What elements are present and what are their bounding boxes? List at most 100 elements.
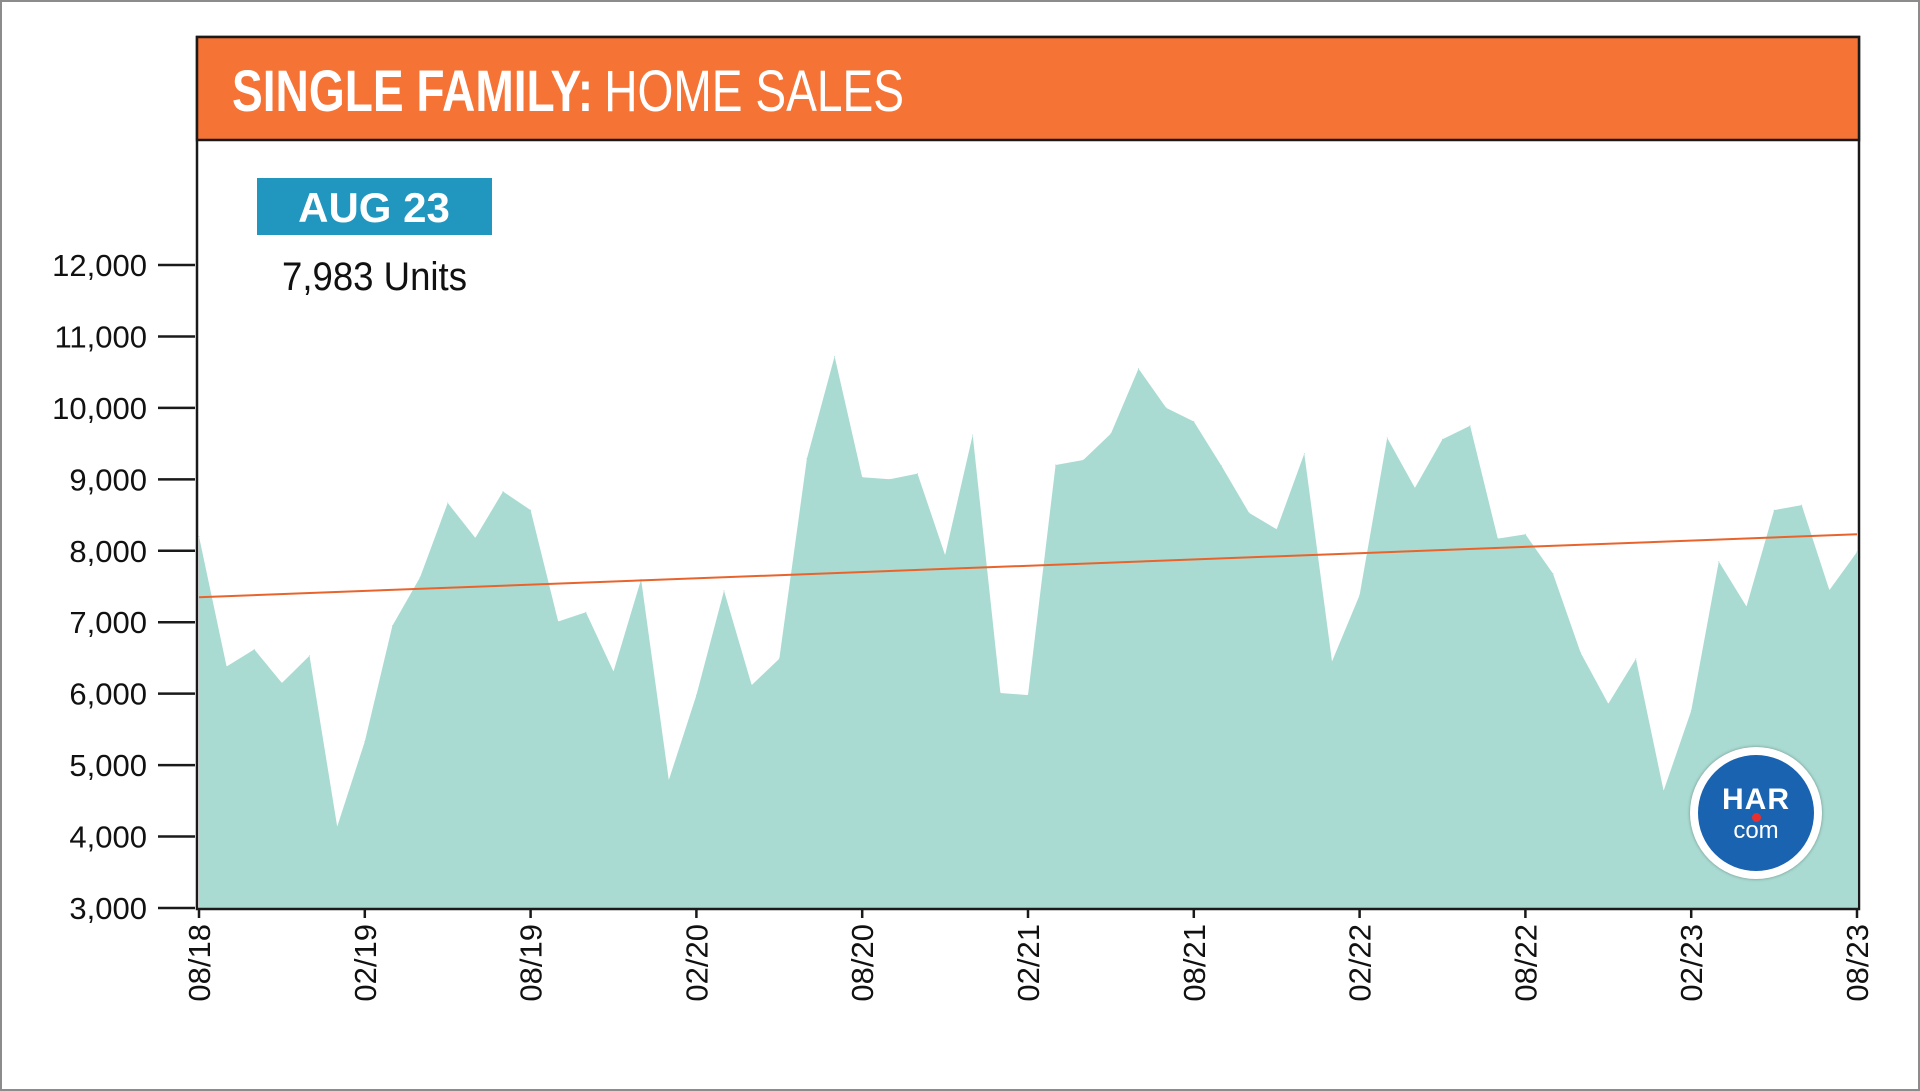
data-point bbox=[1027, 694, 1029, 696]
data-point bbox=[723, 590, 725, 592]
y-tick-label: 5,000 bbox=[69, 748, 147, 783]
data-point bbox=[1220, 465, 1222, 467]
y-tick-label: 4,000 bbox=[69, 820, 147, 855]
data-point bbox=[1663, 790, 1665, 792]
data-point bbox=[751, 684, 753, 686]
data-point bbox=[1165, 407, 1167, 409]
data-point bbox=[1359, 594, 1361, 596]
data-point bbox=[917, 473, 918, 475]
data-point bbox=[530, 509, 532, 511]
data-point bbox=[1801, 504, 1803, 506]
data-point bbox=[281, 682, 283, 684]
data-point bbox=[1607, 703, 1609, 705]
data-point bbox=[1718, 561, 1720, 562]
data-point bbox=[585, 611, 587, 613]
data-point bbox=[502, 491, 504, 492]
chart-title-light: HOME SALES bbox=[604, 59, 904, 124]
x-axis: 08/18 02/19 08/19 02/20 08/20 02/21 08/21 02/22… bbox=[182, 908, 1875, 1002]
x-tick-label: 02/22 bbox=[1343, 924, 1378, 1002]
har-logo-circle: HAR com bbox=[1698, 755, 1814, 871]
data-point bbox=[1524, 533, 1526, 535]
data-point bbox=[834, 355, 836, 357]
y-tick-label: 11,000 bbox=[54, 319, 147, 354]
data-point bbox=[972, 434, 974, 436]
data-point bbox=[419, 576, 421, 578]
data-point bbox=[198, 536, 200, 537]
x-tick-label: 08/19 bbox=[514, 924, 549, 1002]
callout-badge: AUG 23 bbox=[298, 184, 450, 231]
data-point bbox=[447, 502, 449, 504]
data-point bbox=[1276, 528, 1278, 530]
y-tick-label: 10,000 bbox=[52, 391, 147, 426]
data-point bbox=[1773, 509, 1775, 511]
y-tick-label: 12,000 bbox=[52, 248, 147, 283]
data-point bbox=[778, 658, 780, 660]
data-point bbox=[1055, 464, 1057, 466]
data-point bbox=[1331, 661, 1333, 662]
x-tick-label: 02/23 bbox=[1674, 924, 1709, 1002]
data-point bbox=[1193, 421, 1195, 422]
x-tick-label: 08/23 bbox=[1840, 924, 1875, 1002]
data-point bbox=[1856, 551, 1858, 553]
x-tick-label: 08/22 bbox=[1508, 924, 1543, 1002]
data-point bbox=[806, 458, 808, 460]
data-point bbox=[391, 625, 393, 627]
data-point bbox=[944, 554, 946, 556]
data-point bbox=[1635, 658, 1637, 660]
x-tick-label: 02/20 bbox=[679, 924, 714, 1002]
header-bar bbox=[195, 35, 1861, 142]
data-point bbox=[336, 826, 338, 828]
har-logo: HAR com bbox=[1690, 747, 1822, 879]
data-point bbox=[1828, 589, 1830, 591]
data-point bbox=[1580, 652, 1582, 654]
data-point bbox=[1110, 433, 1112, 435]
data-point bbox=[364, 741, 366, 742]
har-logo-dot-icon bbox=[1752, 813, 1761, 822]
sales-area bbox=[199, 356, 1857, 908]
area-layer bbox=[198, 355, 1858, 908]
trend-line bbox=[198, 533, 1858, 599]
data-point bbox=[861, 476, 863, 478]
data-point bbox=[1746, 606, 1747, 607]
data-point bbox=[557, 621, 559, 622]
data-point bbox=[1386, 437, 1388, 439]
x-tick-label: 02/19 bbox=[348, 924, 383, 1002]
data-point bbox=[1690, 710, 1692, 712]
data-point bbox=[226, 666, 228, 667]
x-tick-label: 02/21 bbox=[1011, 924, 1046, 1002]
y-tick-label: 6,000 bbox=[69, 677, 147, 712]
data-point bbox=[668, 779, 670, 781]
data-point bbox=[253, 648, 255, 650]
trend-layer bbox=[198, 533, 1858, 599]
data-point bbox=[999, 692, 1001, 694]
data-point bbox=[889, 478, 891, 480]
y-tick-label: 3,000 bbox=[69, 891, 147, 926]
data-point bbox=[613, 671, 614, 672]
y-tick-label: 9,000 bbox=[69, 462, 147, 497]
data-point bbox=[1082, 459, 1084, 461]
x-tick-label: 08/20 bbox=[845, 924, 880, 1002]
data-point bbox=[1552, 573, 1554, 575]
data-point bbox=[1442, 438, 1443, 440]
callout-value: 7,983 Units bbox=[282, 255, 467, 299]
data-point bbox=[695, 694, 697, 696]
har-logo-bottom: com bbox=[1733, 817, 1779, 844]
chart-title-bold: SINGLE FAMILY: bbox=[232, 59, 593, 124]
data-point bbox=[1138, 368, 1139, 370]
y-tick-label: 8,000 bbox=[69, 534, 147, 569]
chart-title: SINGLE FAMILY:HOME SALES bbox=[232, 59, 904, 124]
data-point bbox=[474, 537, 476, 539]
har-logo-top: HAR bbox=[1722, 783, 1790, 816]
data-point bbox=[1303, 453, 1305, 455]
data-point bbox=[309, 655, 310, 657]
data-point bbox=[1469, 425, 1471, 427]
data-point bbox=[1248, 512, 1250, 514]
callout-badge-bg bbox=[257, 178, 492, 235]
y-axis: 12,000 11,000 10,000 9,000 8,000 7,000 6,000 5,… bbox=[52, 248, 195, 926]
y-tick-label: 7,000 bbox=[69, 605, 147, 640]
data-point bbox=[1414, 487, 1416, 489]
x-tick-label: 08/18 bbox=[182, 924, 217, 1002]
data-point bbox=[1497, 538, 1499, 540]
x-tick-label: 08/21 bbox=[1177, 924, 1212, 1002]
